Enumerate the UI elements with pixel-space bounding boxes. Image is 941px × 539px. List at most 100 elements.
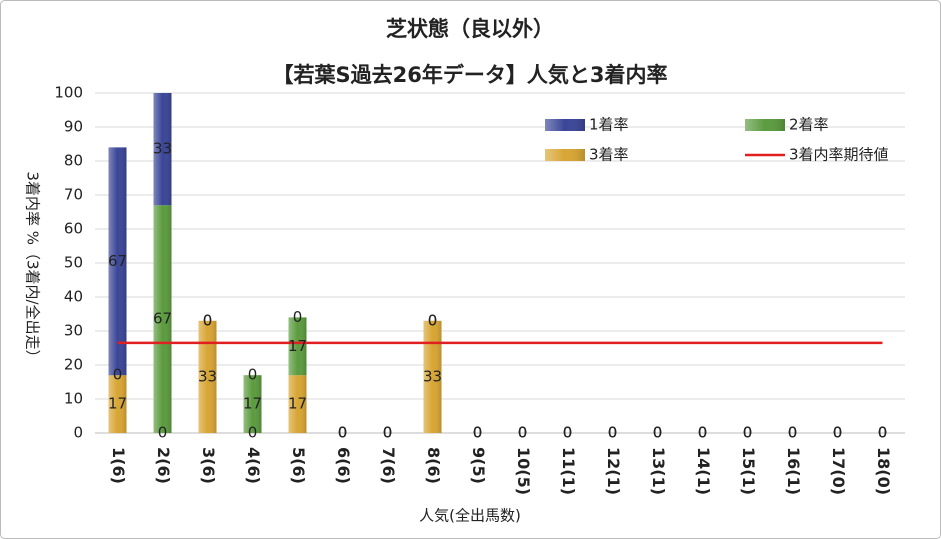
x-tick-label: 2(6) (154, 447, 173, 484)
data-label: 0 (563, 424, 573, 442)
bar-sheen (423, 320, 442, 433)
data-label: 0 (428, 311, 438, 329)
bar-sheen (243, 375, 262, 433)
bar-sheen (153, 93, 172, 206)
data-label: 0 (338, 424, 348, 442)
data-label: 0 (518, 424, 528, 442)
x-tick-label: 9(5) (469, 447, 488, 484)
data-label: 33 (153, 140, 172, 158)
legend-label: 1着率 (589, 116, 629, 134)
data-label: 0 (248, 424, 258, 442)
data-label: 0 (293, 308, 303, 326)
x-tick-label: 8(6) (424, 447, 443, 484)
data-label: 0 (113, 366, 123, 384)
data-label: 0 (653, 424, 663, 442)
data-label: 33 (198, 367, 217, 385)
x-tick-label: 11(1) (559, 447, 578, 495)
data-label: 0 (563, 424, 573, 442)
data-label: 0 (518, 424, 528, 442)
data-label: 0 (698, 424, 708, 442)
data-label: 0 (608, 424, 618, 442)
y-tick-label: 30 (64, 322, 83, 340)
data-label: 0 (833, 424, 843, 442)
data-label: 0 (383, 424, 393, 442)
y-tick-label: 100 (54, 84, 83, 102)
data-label: 67 (108, 252, 127, 270)
data-label: 0 (653, 424, 663, 442)
data-label: 0 (653, 424, 663, 442)
data-label: 0 (473, 424, 483, 442)
data-label: 0 (473, 424, 483, 442)
y-tick-label: 20 (64, 356, 83, 374)
data-label: 0 (248, 366, 258, 384)
data-label: 0 (833, 424, 843, 442)
data-label: 0 (158, 424, 168, 442)
bar-sheen (108, 147, 127, 376)
x-tick-label: 3(6) (199, 447, 218, 484)
data-label: 0 (203, 311, 213, 329)
y-tick-label: 50 (64, 254, 83, 272)
data-label: 0 (698, 424, 708, 442)
x-tick-label: 12(1) (604, 447, 623, 495)
data-label: 0 (788, 424, 798, 442)
bar-sheen (198, 320, 217, 433)
data-label: 17 (288, 337, 307, 355)
chart-title: 芝状態（良以外） (386, 17, 554, 41)
y-tick-label: 0 (73, 424, 83, 442)
legend-label: 3着率 (589, 146, 629, 164)
x-tick-label: 18(0) (874, 447, 893, 495)
data-label: 0 (743, 424, 753, 442)
x-axis-title: 人気(全出馬数) (419, 507, 521, 525)
y-tick-label: 90 (64, 118, 83, 136)
data-label: 17 (108, 395, 127, 413)
x-tick-label: 15(1) (739, 447, 758, 495)
x-tick-label: 16(1) (784, 447, 803, 495)
x-tick-label: 4(6) (244, 447, 263, 484)
legend-label: 2着率 (789, 116, 829, 134)
legend-label: 3着内率期待値 (789, 146, 889, 164)
data-label: 0 (698, 424, 708, 442)
y-tick-label: 40 (64, 288, 83, 306)
x-tick-label: 7(6) (379, 447, 398, 484)
y-tick-label: 10 (64, 390, 83, 408)
legend-sheen (745, 119, 785, 131)
data-label: 0 (473, 424, 483, 442)
data-label: 0 (878, 424, 888, 442)
data-label: 0 (608, 424, 618, 442)
data-label: 0 (878, 424, 888, 442)
bar-sheen (108, 375, 127, 433)
y-tick-label: 80 (64, 152, 83, 170)
data-label: 0 (428, 311, 438, 329)
x-tick-label: 14(1) (694, 447, 713, 495)
y-tick-label: 60 (64, 220, 83, 238)
y-axis-title: 3着内率 %（3着内/全出走） (24, 171, 42, 364)
x-tick-label: 1(6) (109, 447, 128, 484)
bar-sheen (288, 317, 307, 376)
data-label: 0 (338, 424, 348, 442)
x-tick-label: 17(0) (829, 447, 848, 495)
x-tick-label: 5(6) (289, 447, 308, 484)
bar-sheen (153, 205, 172, 433)
data-label: 17 (243, 395, 262, 413)
x-tick-label: 6(6) (334, 447, 353, 484)
data-label: 0 (203, 311, 213, 329)
x-tick-label: 10(5) (514, 447, 533, 495)
bar-sheen (288, 375, 307, 433)
data-label: 0 (788, 424, 798, 442)
data-label: 67 (153, 310, 172, 328)
data-label: 0 (743, 424, 753, 442)
data-label: 0 (518, 424, 528, 442)
data-label: 0 (383, 424, 393, 442)
chart-subtitle: 【若葉S過去26年データ】人気と3着内率 (273, 63, 668, 87)
data-label: 0 (743, 424, 753, 442)
data-label: 0 (878, 424, 888, 442)
data-label: 0 (338, 424, 348, 442)
data-label: 0 (788, 424, 798, 442)
data-label: 0 (608, 424, 618, 442)
y-tick-label: 70 (64, 186, 83, 204)
data-label: 33 (423, 367, 442, 385)
data-label: 0 (833, 424, 843, 442)
data-label: 17 (288, 395, 307, 413)
data-label: 0 (563, 424, 573, 442)
